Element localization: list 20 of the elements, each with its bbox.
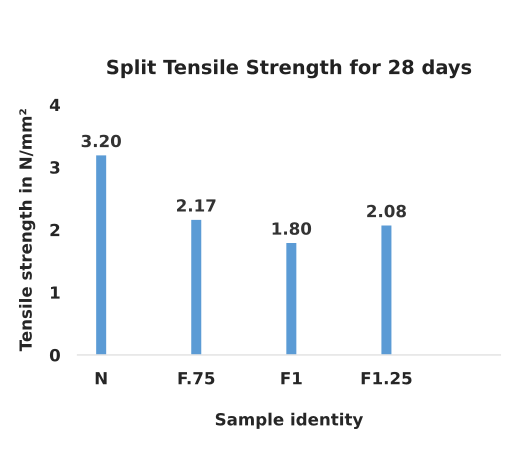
y-tick-label: 1 (51, 286, 60, 299)
y-tick-label: 0 (50, 348, 60, 362)
x-tick-label: F1 (281, 372, 302, 384)
x-tick-label: N (96, 372, 107, 384)
x-axis-title: Sample identity (216, 412, 364, 429)
data-label: 3.20 (82, 134, 121, 148)
data-label: 2.08 (367, 204, 406, 218)
bar (284, 242, 298, 355)
y-tick-label: 4 (50, 98, 60, 111)
y-tick-label: 3 (50, 161, 60, 174)
data-label: 1.80 (272, 222, 312, 235)
y-axis-title: Tensile strength in N/mm² (18, 109, 36, 352)
x-tick-label: F.75 (178, 372, 214, 384)
x-tick-label: F1.25 (362, 372, 412, 384)
chart-title: Split Tensile Strength for 28 days (107, 59, 472, 78)
data-label: 2.17 (177, 199, 216, 212)
bar (94, 154, 108, 355)
y-tick-label: 2 (50, 224, 60, 236)
bar (380, 224, 393, 355)
bar (190, 218, 203, 355)
